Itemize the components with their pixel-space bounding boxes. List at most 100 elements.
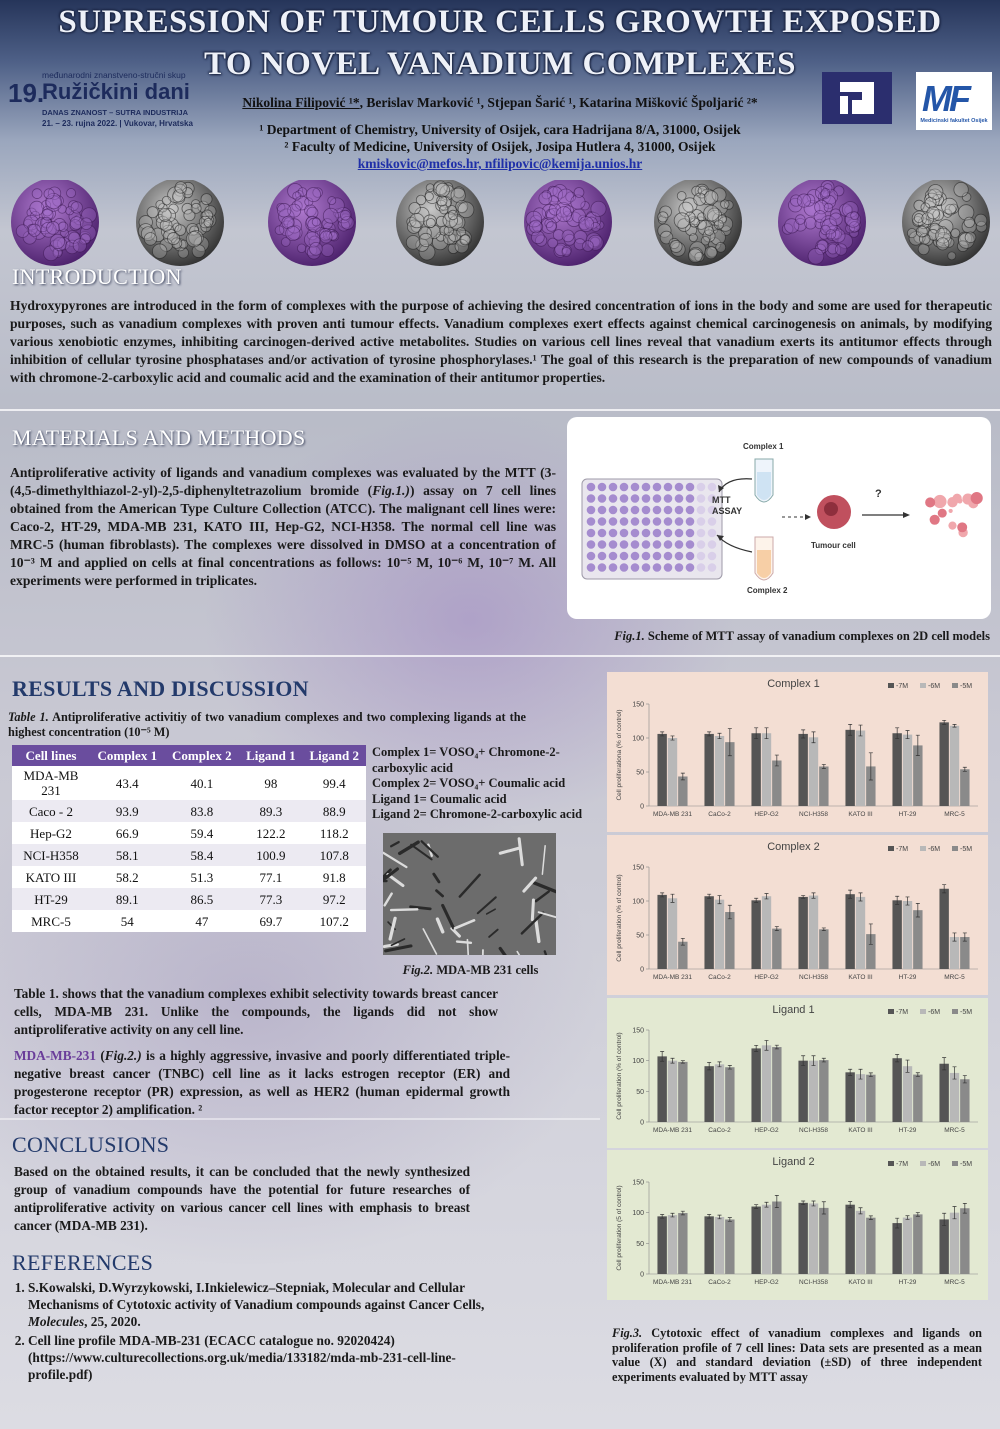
bar (678, 1213, 688, 1274)
cell-texture (844, 205, 854, 215)
cell-texture (529, 219, 543, 234)
cell-texture (425, 218, 436, 228)
well (696, 540, 706, 549)
well (630, 551, 640, 561)
error-bar (858, 1207, 863, 1215)
micrograph-cell (383, 868, 392, 880)
error-bar (717, 1214, 722, 1220)
cell-texture (827, 243, 839, 255)
cell-texture (72, 238, 87, 253)
cell-texture (915, 225, 928, 238)
well (619, 551, 629, 561)
cell-texture (433, 180, 448, 196)
logo-background (822, 72, 892, 124)
table-row: NCI-H358 58.1 58.4 100.9 107.8 (12, 844, 366, 866)
well (685, 528, 695, 538)
cell-texture (935, 232, 952, 249)
y-tick-label: 100 (632, 1058, 644, 1065)
cell-texture (688, 233, 698, 243)
table-row: MDA-MB 231 43.4 40.1 98 99.4 (12, 766, 366, 800)
micrograph-cell (420, 840, 439, 858)
legend-swatch (952, 683, 958, 688)
legend-swatch (888, 1161, 894, 1166)
y-tick-label: 100 (632, 899, 644, 906)
micrograph-cell (534, 918, 541, 944)
table-cell: 77.1 (239, 866, 303, 888)
well (652, 517, 662, 526)
well (685, 505, 695, 515)
cell-illustrations (11, 180, 990, 266)
y-axis-label: Cell proliferation (% of control) (616, 1032, 623, 1119)
error-bar (717, 1061, 722, 1068)
well (674, 482, 684, 492)
error-bar (821, 927, 826, 931)
cell-texture (717, 214, 727, 224)
cell-texture (957, 240, 969, 252)
well (674, 505, 684, 515)
arrow-head (805, 514, 811, 520)
x-tick-label: NCI-H358 (799, 974, 828, 981)
text-run: Scheme of MTT assay of vanadium complexe… (644, 629, 990, 643)
micrograph-cell (435, 889, 444, 898)
error-bar (754, 1204, 759, 1209)
x-tick-label: MDA-MB 231 (653, 1127, 692, 1134)
well (619, 540, 629, 549)
well (663, 517, 673, 526)
well (696, 517, 706, 526)
cell-texture (23, 214, 39, 231)
well (630, 517, 640, 526)
cell-texture (320, 243, 335, 257)
error-bar (801, 1200, 806, 1206)
table-cell: 58.1 (90, 844, 165, 866)
x-tick-label: CaCo-2 (708, 1127, 731, 1134)
micrograph-background (383, 833, 556, 955)
micrograph-cell (543, 950, 548, 955)
micrograph-cell (476, 896, 497, 915)
bar (845, 894, 855, 969)
chart-title: Complex 1 (767, 678, 820, 690)
logo-mark (840, 82, 874, 114)
conclusions-text: Based on the obtained results, it can be… (14, 1164, 470, 1233)
well (597, 494, 607, 503)
bar (845, 729, 855, 806)
micrograph-cell (537, 911, 556, 919)
bar (913, 1214, 923, 1274)
cell-texture (669, 240, 683, 253)
table-caption: Table 1. Antiproliferative activitiy of … (8, 710, 526, 740)
micrograph-cell (458, 873, 481, 898)
table-cell: Hep-G2 (12, 822, 90, 844)
cell-texture (713, 219, 724, 230)
well (597, 517, 607, 526)
bar (678, 1061, 688, 1122)
cell-texture (974, 213, 988, 227)
conference-logo: međunarodni znanstveno-stručni skup 19. … (8, 68, 208, 134)
well (586, 517, 596, 526)
x-tick-label: HT-29 (899, 1279, 917, 1286)
cell-texture (340, 209, 351, 221)
error-bar (680, 937, 685, 946)
x-tick-label: KATO III (848, 1127, 873, 1134)
well (707, 482, 717, 492)
error-bar (764, 727, 769, 740)
micrograph-cell (441, 903, 455, 930)
assay-label: ASSAY (712, 506, 742, 516)
error-bar (915, 903, 920, 918)
micrograph-cell (520, 911, 545, 935)
section-heading: REFERENCES (12, 1250, 154, 1275)
cell-fragment (925, 497, 936, 508)
cell-texture (804, 216, 817, 230)
results-table: Cell lines Complex 1 Complex 2 Ligand 1 Liga… (12, 745, 366, 932)
table-row: MRC-5 54 47 69.7 107.2 (12, 910, 366, 932)
complex-1-label: Complex 1 (743, 442, 784, 451)
bar (866, 1217, 876, 1274)
table-cell: 97.2 (302, 888, 366, 910)
cell-texture (789, 194, 803, 207)
x-tick-label: NCI-H358 (799, 1127, 828, 1134)
bar (798, 733, 808, 806)
cell-texture (573, 187, 585, 198)
text-run: MDA-MB 231 cells (433, 963, 539, 977)
x-tick-label: CaCo-2 (708, 1279, 731, 1286)
bar (960, 1079, 970, 1122)
well (663, 482, 673, 492)
